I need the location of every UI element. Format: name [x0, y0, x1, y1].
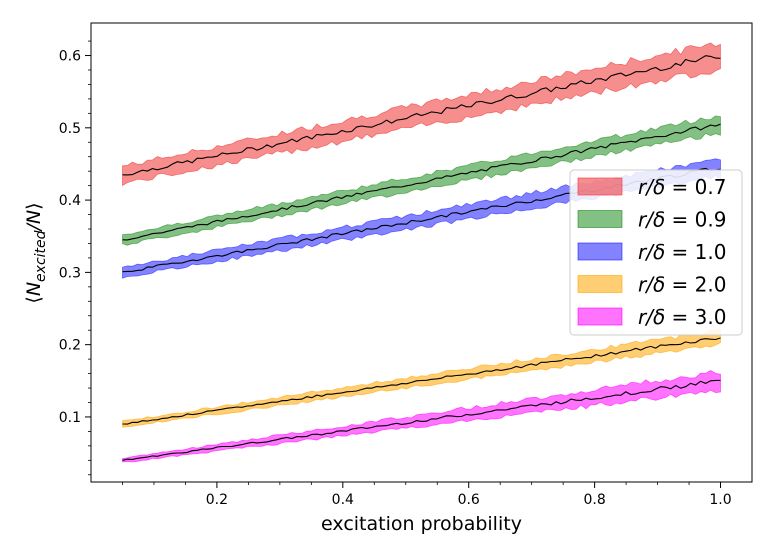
x-axis-label: excitation probability — [321, 513, 522, 535]
series-band-1 — [122, 115, 721, 246]
minor-ticks — [88, 40, 690, 485]
legend-label-2: r/δ = 1.0 — [638, 240, 726, 264]
plot-frame — [90, 22, 753, 483]
legend-label-1: r/δ = 0.9 — [638, 208, 726, 232]
x-tick-label: 0.2 — [206, 492, 228, 508]
legend-swatch-0 — [577, 177, 623, 196]
series-mean-line-3 — [122, 337, 721, 425]
legend-label-4: r/δ = 3.0 — [638, 305, 726, 329]
x-tick-label: 0.8 — [583, 492, 605, 508]
series-mean-line-0 — [122, 55, 721, 176]
legend-swatch-3 — [577, 275, 623, 293]
x-tick-label: 0.6 — [458, 492, 480, 508]
y-tick-label: 0.3 — [59, 265, 81, 281]
legend-label-3: r/δ = 2.0 — [638, 273, 726, 297]
series-band-4 — [122, 370, 721, 463]
x-tick-label: 1.0 — [709, 492, 731, 508]
y-axis-label: ⟨Nexcited/N⟩ — [23, 202, 49, 303]
y-tick-label: 0.6 — [59, 49, 81, 65]
y-tick-label: 0.1 — [59, 410, 81, 426]
series-mean-line-4 — [122, 379, 721, 461]
y-tick-label: 0.2 — [59, 338, 81, 354]
series-mean-lines — [122, 55, 721, 461]
y-tick-label: 0.4 — [59, 193, 81, 209]
series-mean-line-1 — [122, 123, 721, 241]
series-band-3 — [122, 328, 721, 428]
legend-swatch-2 — [577, 242, 623, 261]
legend-swatch-4 — [577, 307, 623, 326]
x-tick-label: 0.4 — [332, 492, 354, 508]
x-axis-ticks: 0.2 0.4 0.6 0.8 1.0 — [206, 482, 732, 508]
legend-label-0: r/δ = 0.7 — [638, 175, 726, 199]
legend: r/δ = 0.7 r/δ = 0.9 r/δ = 1.0 r/δ = 2.0 r/δ … — [569, 169, 743, 336]
y-tick-label: 0.5 — [59, 121, 81, 137]
legend-swatch-1 — [577, 210, 623, 228]
y-axis-ticks: 0.1 0.2 0.3 0.4 0.5 0.6 — [59, 49, 91, 426]
series-band-0 — [122, 42, 721, 187]
